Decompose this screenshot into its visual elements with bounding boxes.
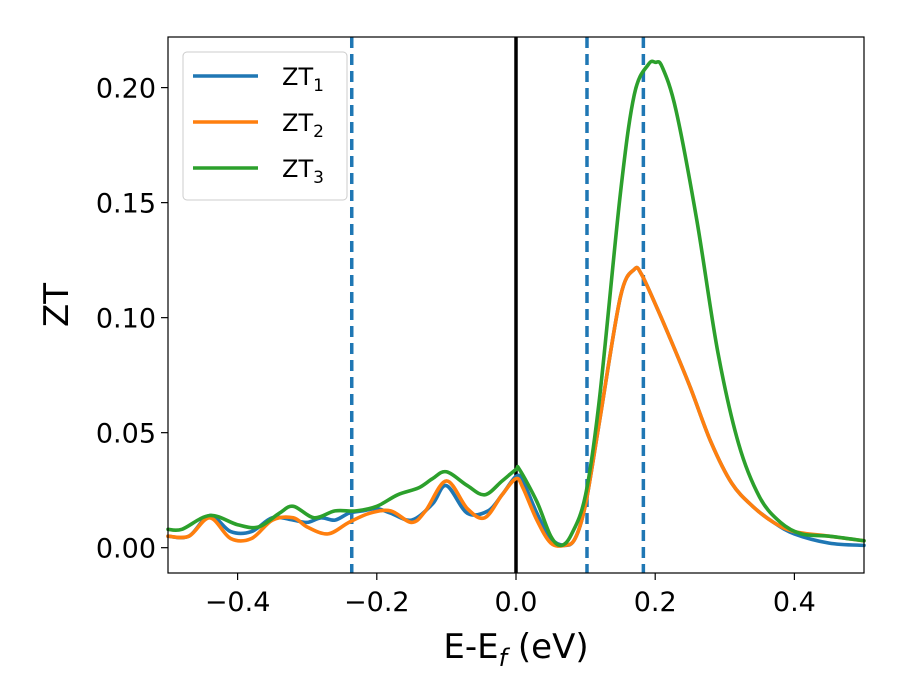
x-tick-label: 0.4 xyxy=(773,587,816,618)
y-tick-label: 0.05 xyxy=(96,419,156,450)
x-axis-label-suffix: (eV) xyxy=(507,627,589,667)
y-tick-label: 0.15 xyxy=(96,189,156,220)
legend-label-zt2: ZT2 xyxy=(282,109,324,142)
legend-label-zt1: ZT1 xyxy=(282,63,324,96)
x-axis-label: E-Ef (eV) xyxy=(443,627,588,672)
x-tick-label: −0.2 xyxy=(344,587,410,618)
x-tick-label: −0.4 xyxy=(205,587,271,618)
x-axis-ticks: −0.4 −0.2 0.0 0.2 0.4 xyxy=(205,573,816,618)
x-tick-label: 0.0 xyxy=(495,587,538,618)
legend-label-zt3: ZT3 xyxy=(282,155,324,188)
y-axis-label: ZT xyxy=(37,283,77,327)
y-axis-ticks: 0.00 0.05 0.10 0.15 0.20 xyxy=(96,74,168,565)
legend: ZT1 ZT2 ZT3 xyxy=(182,51,348,201)
y-tick-label: 0.00 xyxy=(96,534,156,565)
y-tick-label: 0.20 xyxy=(96,74,156,105)
x-axis-label-main: E-E xyxy=(443,627,498,667)
x-tick-label: 0.2 xyxy=(634,587,677,618)
series-lines xyxy=(166,59,866,548)
series-line-zt3 xyxy=(166,59,866,548)
legend-frame xyxy=(182,51,348,201)
y-tick-label: 0.10 xyxy=(96,304,156,335)
series-line-zt2 xyxy=(166,265,866,548)
